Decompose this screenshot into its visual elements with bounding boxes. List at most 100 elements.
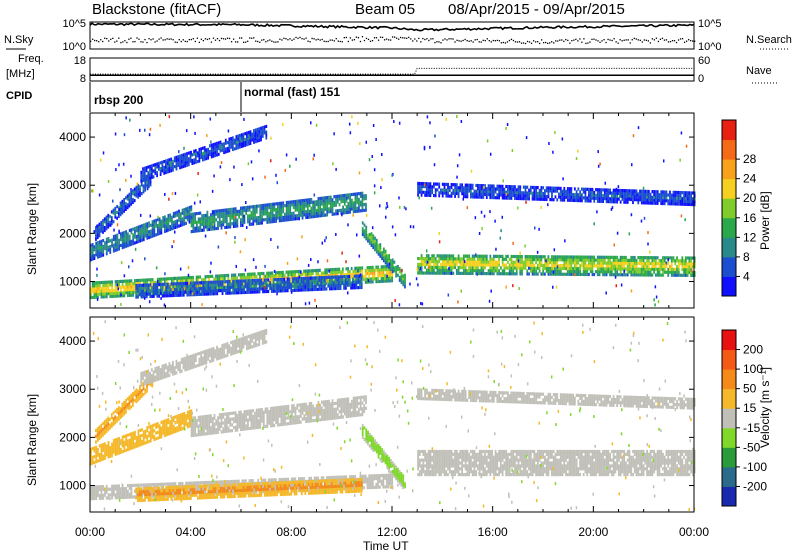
range-cell — [354, 204, 357, 208]
range-cell — [566, 266, 569, 271]
noise-cell — [143, 296, 146, 300]
range-cell — [440, 191, 442, 195]
range-cell — [575, 190, 578, 194]
range-cell — [521, 272, 523, 276]
range-cell — [670, 264, 673, 269]
range-cell — [581, 261, 583, 265]
range-cell — [190, 218, 193, 222]
range-cell — [151, 286, 153, 290]
range-cell — [681, 262, 684, 266]
range-cell — [492, 190, 495, 194]
range-cell — [142, 229, 145, 233]
range-cell — [239, 212, 242, 216]
range-cell — [175, 161, 178, 165]
range-cell — [549, 269, 552, 273]
range-cell — [477, 183, 479, 188]
range-cell — [218, 277, 221, 281]
range-cell — [123, 198, 126, 202]
range-cell — [342, 211, 344, 215]
range-cell — [146, 227, 149, 232]
range-cell — [600, 194, 603, 198]
range-cell — [181, 208, 184, 212]
range-cell — [329, 204, 332, 208]
range-cell — [505, 272, 508, 276]
range-cell — [334, 287, 337, 291]
range-cell — [420, 184, 423, 189]
range-cell — [175, 290, 178, 295]
range-cell — [234, 213, 237, 217]
range-cell — [146, 183, 148, 188]
range-cell — [95, 295, 98, 299]
range-cell — [167, 285, 169, 289]
nsearch-point — [530, 42, 533, 45]
range-cell — [140, 179, 143, 183]
range-cell — [398, 275, 401, 279]
nsearch-point — [655, 37, 658, 39]
range-cell — [225, 211, 228, 215]
range-cell — [90, 295, 92, 300]
range-cell — [366, 268, 369, 273]
range-cell — [212, 154, 215, 158]
range-cell — [156, 162, 158, 166]
range-cell — [243, 275, 246, 280]
range-cell — [219, 280, 222, 284]
range-cell — [443, 185, 446, 189]
range-cell — [243, 217, 246, 221]
range-cell — [128, 240, 131, 244]
range-cell — [526, 197, 529, 201]
range-cell — [313, 279, 316, 283]
range-cell — [261, 204, 263, 208]
range-cell — [563, 255, 566, 259]
range-cell — [134, 290, 136, 294]
range-cell — [188, 220, 191, 224]
range-cell — [563, 198, 566, 202]
noise-cell — [325, 279, 328, 283]
range-cell — [218, 223, 221, 227]
range-cell — [174, 220, 177, 224]
range-cell — [262, 287, 264, 291]
range-cell — [251, 287, 254, 291]
range-cell — [232, 216, 235, 220]
range-cell — [384, 249, 387, 253]
range-cell — [554, 255, 557, 259]
range-cell — [333, 203, 336, 207]
range-cell — [234, 224, 237, 228]
range-cell — [135, 185, 138, 189]
nsearch-point — [585, 42, 587, 45]
range-cell — [299, 207, 302, 212]
range-cell — [441, 254, 444, 258]
range-cell — [160, 225, 163, 229]
range-cell — [356, 192, 359, 196]
range-cell — [201, 146, 204, 150]
range-cell — [614, 200, 617, 204]
range-cell — [349, 201, 352, 206]
range-cell — [651, 190, 654, 194]
noise-cell — [430, 206, 433, 210]
range-cell — [197, 220, 200, 224]
range-cell — [635, 258, 638, 263]
range-cell — [117, 206, 120, 210]
range-cell — [229, 207, 232, 212]
range-cell — [117, 214, 120, 219]
range-cell — [568, 198, 571, 202]
range-cell — [98, 240, 101, 244]
range-cell — [447, 268, 449, 272]
range-cell — [505, 263, 508, 267]
range-cell — [179, 157, 181, 161]
range-cell — [436, 188, 439, 192]
noise-cell — [296, 257, 299, 261]
range-cell — [607, 191, 610, 195]
range-cell — [328, 198, 330, 202]
nsearch-point — [96, 40, 98, 42]
range-cell — [298, 202, 300, 206]
noise-cell — [352, 213, 354, 217]
range-cell — [328, 201, 330, 205]
range-cell — [239, 288, 242, 292]
range-cell — [491, 260, 493, 264]
range-cell — [540, 194, 543, 198]
range-cell — [364, 274, 367, 279]
range-cell — [200, 147, 203, 151]
range-cell — [317, 208, 320, 212]
range-cell — [477, 257, 479, 261]
nsearch-point — [532, 40, 535, 42]
